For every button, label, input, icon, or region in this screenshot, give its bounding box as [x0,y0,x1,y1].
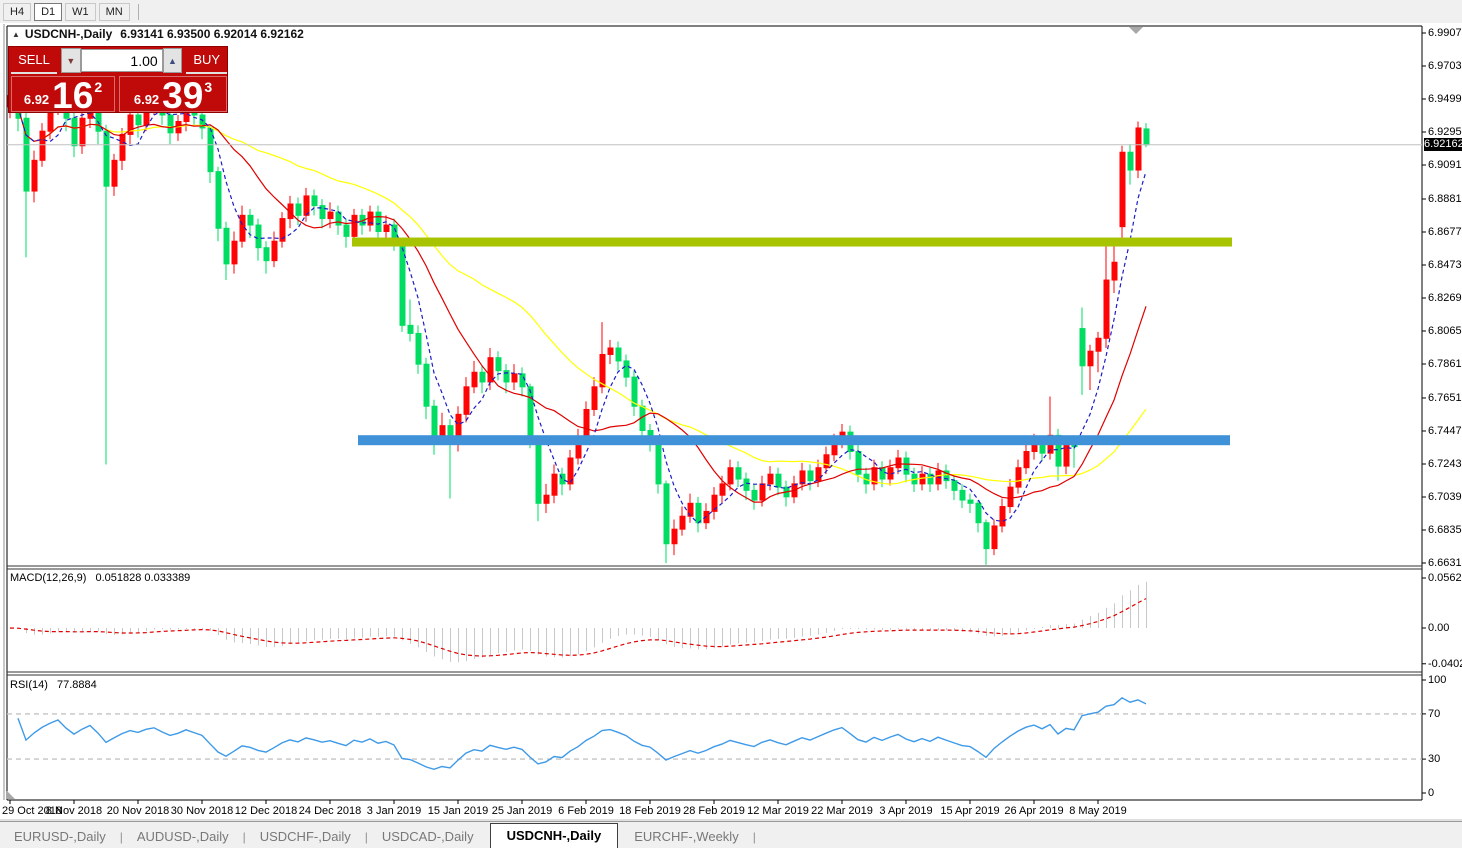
price-axis-label: 6.80650 [1428,325,1462,337]
date-axis-label: 20 Nov 2018 [106,805,170,817]
macd-label: MACD(12,26,9) 0.051828 0.033389 [10,572,190,584]
symbol-tab-audusd[interactable]: AUDUSD-,Daily [136,829,229,844]
macd-axis-label: -0.040218 [1428,657,1462,670]
rsi-axis-label: 0 [1428,787,1435,799]
timeframe-button-w1[interactable]: W1 [65,2,96,21]
macd-axis-label: 0.00 [1428,622,1450,634]
chart-title: ▲ USDCNH-,Daily 6.93141 6.93500 6.92014 6.… [12,27,304,41]
date-axis-label: 15 Jan 2019 [427,805,489,817]
price-axis-label: 6.92950 [1428,126,1462,138]
rsi-label: RSI(14) 77.8884 [10,679,97,691]
price-axis-label: 6.90910 [1428,159,1462,171]
price-axis-label: 6.68350 [1428,523,1462,536]
date-axis-label: 8 Nov 2018 [45,805,103,817]
price-axis-label: 6.74470 [1428,424,1462,437]
buy-price-big: 39 [162,75,204,116]
rsi-axis-label: 70 [1428,707,1441,720]
buy-price-box[interactable]: 6.92 39 3 [119,75,227,116]
collapse-arrow-icon[interactable]: ▲ [12,30,20,39]
date-axis-label: 3 Jan 2019 [366,805,422,817]
current-price-tag: 6.92162 [1424,137,1462,151]
symbol-tab-eurusd[interactable]: EURUSD-,Daily [14,829,106,844]
symbol-tab-usdcnh[interactable]: USDCNH-,Daily [489,823,619,848]
date-axis-label: 3 Apr 2019 [879,805,933,817]
sell-button[interactable]: SELL [11,47,57,74]
tab-separator: | [364,830,368,844]
price-axis-label: 6.72430 [1428,457,1462,470]
macd-axis-label: 0.056211 [1428,572,1462,584]
buy-price-sup: 3 [204,79,213,95]
date-axis-label: 12 Dec 2018 [234,805,298,817]
volume-decrease-button[interactable]: ▼ [60,48,81,73]
symbol-tab-usdchf[interactable]: USDCHF-,Daily [259,829,351,844]
price-axis-label: 6.78610 [1428,358,1462,370]
symbol-tab-eurchf[interactable]: EURCHF-,Weekly [634,829,739,844]
chart-ohlc-values: 6.93141 6.93500 6.92014 6.92162 [120,27,304,41]
price-axis-label: 6.88810 [1428,192,1462,205]
sell-price-big: 16 [52,75,94,116]
price-axis-label: 6.70390 [1428,490,1462,503]
chart-window [0,23,1462,821]
date-axis-label: 8 May 2019 [1069,805,1127,817]
price-axis-label: 6.82690 [1428,292,1462,304]
one-click-trading-panel: SELL ▼ ▲ BUY 6.92 16 2 6.92 39 3 [8,46,228,116]
buy-button[interactable]: BUY [186,47,228,74]
date-axis-label: 6 Feb 2019 [558,805,614,817]
date-axis-label: 25 Jan 2019 [491,805,553,817]
timeframe-button-h4[interactable]: H4 [3,2,32,21]
rsi-name: RSI(14) [10,679,48,691]
tab-separator: | [242,830,246,844]
tab-separator: | [752,830,756,844]
volume-input[interactable] [80,49,163,72]
symbol-tab-usdcad[interactable]: USDCAD-,Daily [381,829,474,844]
macd-name: MACD(12,26,9) [10,572,87,584]
macd-values: 0.051828 0.033389 [95,572,191,584]
date-axis-label: 22 Mar 2019 [811,805,873,817]
price-axis-label: 6.99070 [1428,27,1462,39]
sell-price-small: 6.92 [23,92,50,107]
date-axis-label: 28 Feb 2019 [683,805,745,817]
price-axis-label: 6.86770 [1428,225,1462,238]
timeframe-button-d1[interactable]: D1 [34,2,63,21]
rsi-axis-label: 100 [1428,674,1447,686]
price-axis-label: 6.84730 [1428,258,1462,271]
trade-controls-row: SELL ▼ ▲ BUY [9,47,228,74]
symbol-tab-bar: EURUSD-,Daily | AUDUSD-,Daily | USDCHF-,Dail… [0,821,1462,848]
price-axis-label: 6.97030 [1428,60,1462,72]
date-axis-label: 24 Dec 2018 [298,805,362,817]
chart-symbol-label: USDCNH-,Daily [24,27,113,41]
rsi-value: 77.8884 [56,679,97,691]
price-axis-label: 6.76510 [1428,391,1462,404]
buy-price-small: 6.92 [133,92,160,107]
sell-price-sup: 2 [94,79,103,95]
toolbar-separator [137,3,139,20]
date-axis-label: 30 Nov 2018 [170,805,234,817]
rsi-axis-label: 30 [1428,753,1441,766]
tab-separator: | [119,830,123,844]
timeframe-button-mn[interactable]: MN [98,2,130,21]
price-axis-label: 6.94990 [1428,93,1462,105]
date-axis-label: 12 Mar 2019 [747,805,809,817]
date-axis-label: 26 Apr 2019 [1004,805,1064,817]
date-axis-label: 18 Feb 2019 [619,805,681,817]
date-axis-label: 15 Apr 2019 [940,805,1000,817]
date-axis-label: 29 Oct 2018 [2,805,62,817]
sell-price-box[interactable]: 6.92 16 2 [11,75,115,116]
volume-increase-button[interactable]: ▲ [162,48,183,73]
